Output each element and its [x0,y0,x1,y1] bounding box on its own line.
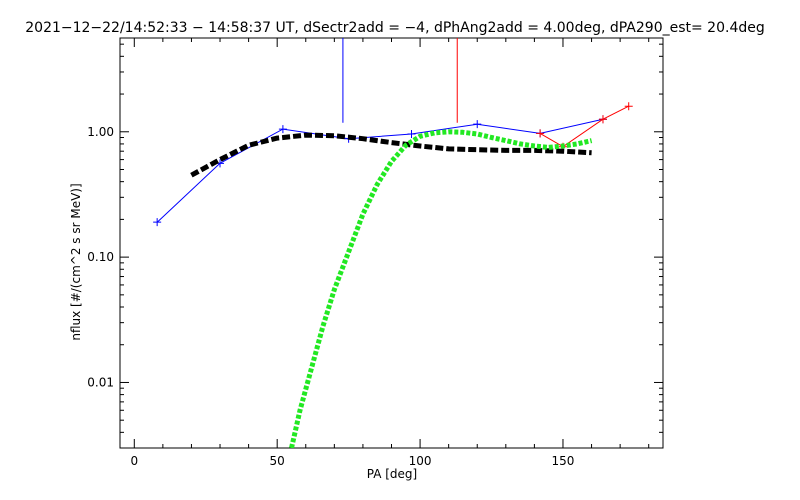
data-point-marker [598,115,607,124]
x-tick-label: 100 [409,454,432,468]
y-tick-label: 0.10 [87,250,114,264]
x-tick-label: 50 [270,454,285,468]
x-axis-label: PA [deg] [367,467,417,481]
data-point-marker [407,130,416,139]
data-point-marker [153,218,162,227]
data-layer [153,38,633,448]
data-point-marker [624,102,633,111]
series-line [289,129,593,448]
x-tick-label: 150 [552,454,575,468]
plot-frame [119,37,664,449]
series-line [190,132,592,178]
series-line [156,118,604,223]
y-tick-label: 1.00 [87,125,114,139]
plot-area: 0 50 100 150 0.01 0.10 1.00 [87,37,664,468]
y-axis-label: nflux [#/(cm^2 s sr MeV)] [69,183,83,340]
y-tick-label: 0.01 [87,375,114,389]
data-point-marker [278,125,287,134]
x-tick-label: 0 [130,454,138,468]
series-line [539,105,629,148]
data-point-marker [536,129,545,138]
data-point-marker [473,120,482,129]
chart-title: 2021−12−22/14:52:33 − 14:58:37 UT, dSect… [25,20,764,36]
